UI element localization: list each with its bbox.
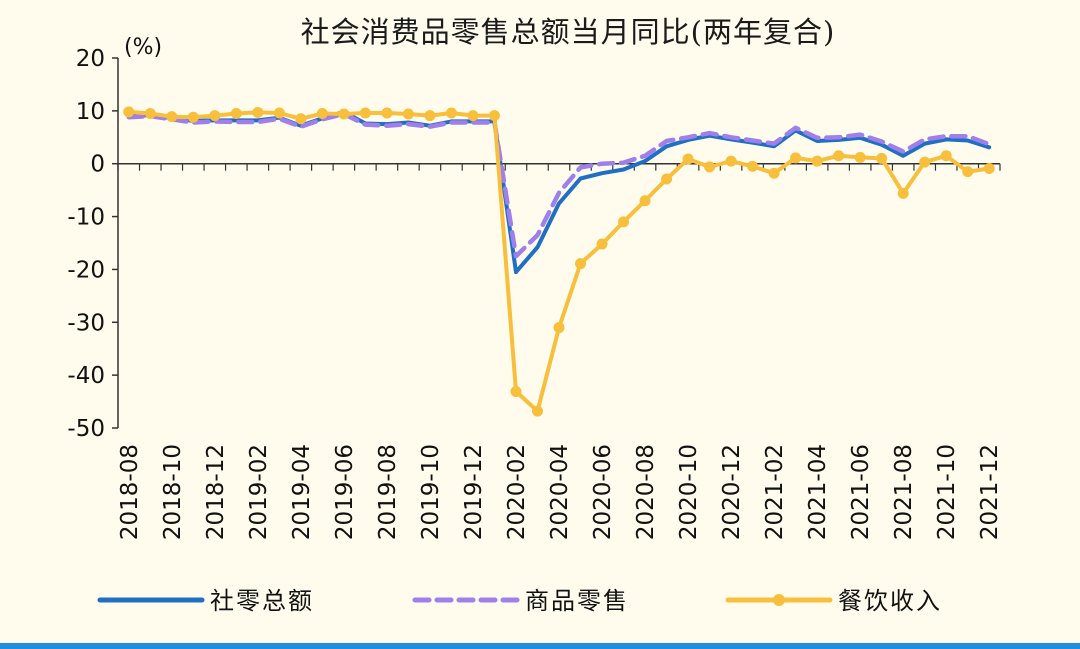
series-point — [618, 216, 630, 228]
series-point — [983, 162, 995, 174]
x-tick-label: 2019-12 — [461, 444, 487, 540]
series-point — [596, 238, 608, 250]
y-tick-label: -50 — [67, 416, 105, 442]
x-tick-label: 2019-02 — [246, 444, 272, 540]
series-line — [126, 111, 992, 259]
x-tick-label: 2020-04 — [547, 444, 573, 540]
series-point — [488, 110, 500, 122]
series-layer — [123, 106, 995, 417]
series-point — [833, 150, 845, 162]
series-point — [273, 107, 285, 119]
y-tick-label: -30 — [67, 310, 105, 336]
series-point — [661, 173, 673, 185]
series-point — [381, 107, 393, 119]
series-餐饮收入 — [123, 106, 995, 417]
legend: 社零总额 商品零售 餐饮收入 — [97, 587, 942, 615]
x-tick-label: 2019-08 — [375, 444, 401, 540]
series-point — [531, 405, 543, 417]
x-tick-label: 2020-08 — [633, 444, 659, 540]
series-point — [187, 111, 199, 123]
x-axis: 2018-08 2018-10 2018-12 2019-02 2019-04 2019-… — [117, 162, 1003, 540]
y-tick-label: 10 — [76, 99, 105, 125]
series-point — [123, 106, 135, 118]
legend-item: 餐饮收入 — [725, 587, 942, 615]
legend-item: 社零总额 — [97, 587, 314, 615]
series-point — [940, 150, 952, 162]
series-point — [811, 155, 823, 167]
series-point — [338, 108, 350, 120]
series-point — [725, 155, 737, 167]
series-point — [553, 322, 565, 334]
x-tick-label: 2021-08 — [891, 444, 917, 540]
x-tick-label: 2021-12 — [977, 444, 1003, 540]
y-tick-label: -20 — [67, 257, 105, 283]
series-point — [639, 195, 651, 207]
series-point — [919, 156, 931, 168]
x-tick-label: 2021-06 — [848, 444, 874, 540]
series-point — [510, 386, 522, 398]
x-tick-label: 2018-08 — [117, 444, 143, 540]
legend-item: 商品零售 — [412, 587, 629, 615]
y-tick-label: 0 — [90, 152, 105, 178]
y-tick-label: -40 — [67, 363, 105, 389]
legend-label: 商品零售 — [525, 587, 629, 615]
x-tick-label: 2021-02 — [762, 444, 788, 540]
y-axis-unit-label: (%) — [124, 35, 162, 60]
y-tick-label: 20 — [76, 46, 105, 72]
x-tick-label: 2018-10 — [160, 444, 186, 540]
series-point — [897, 187, 909, 199]
legend-label: 社零总额 — [210, 587, 314, 615]
series-point — [575, 258, 587, 270]
x-tick-label: 2021-04 — [805, 444, 831, 540]
x-tick-label: 2019-10 — [418, 444, 444, 540]
series-point — [359, 107, 371, 119]
series-point — [854, 151, 866, 163]
series-point — [876, 152, 888, 164]
legend-label: 餐饮收入 — [838, 587, 942, 615]
x-tick-label: 2020-02 — [504, 444, 530, 540]
series-point — [295, 113, 307, 125]
legend-marker — [773, 594, 785, 606]
series-point — [467, 110, 479, 122]
x-tick-label: 2019-04 — [289, 444, 315, 540]
series-point — [768, 167, 780, 179]
series-point — [166, 111, 178, 123]
series-point — [144, 108, 156, 119]
series-point — [790, 152, 802, 164]
series-point — [230, 108, 242, 119]
series-point — [445, 107, 457, 119]
x-tick-label: 2020-10 — [676, 444, 702, 540]
series-商品零售 — [126, 111, 992, 259]
y-axis: 20 10 0 -10 -20 -30 -40 -50 — [67, 46, 119, 442]
series-point — [682, 153, 694, 165]
x-tick-label: 2020-06 — [590, 444, 616, 540]
chart-title: 社会消费品零售总额当月同比(两年复合) — [301, 15, 836, 49]
series-point — [424, 110, 436, 122]
bottom-accent-bar — [0, 643, 1080, 649]
x-tick-label: 2020-12 — [719, 444, 745, 540]
series-point — [747, 160, 759, 172]
series-point — [252, 106, 264, 118]
x-tick-label: 2019-06 — [332, 444, 358, 540]
series-point — [704, 161, 716, 173]
x-tick-label: 2021-10 — [934, 444, 960, 540]
series-point — [402, 108, 414, 120]
series-point — [962, 166, 974, 178]
series-point — [316, 108, 328, 119]
series-point — [209, 110, 221, 122]
x-tick-label: 2018-12 — [203, 444, 229, 540]
y-tick-label: -10 — [67, 205, 105, 231]
